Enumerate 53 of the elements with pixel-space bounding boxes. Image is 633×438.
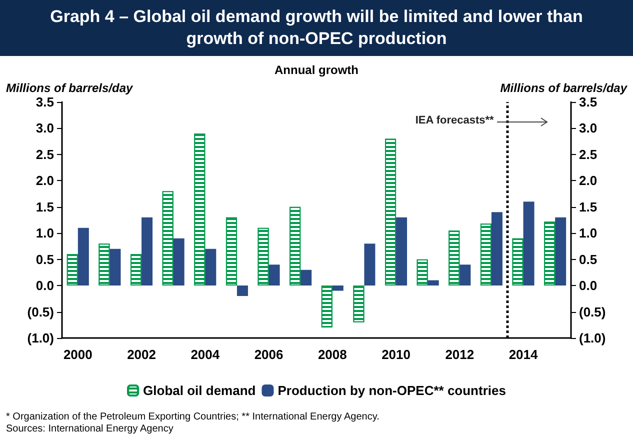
y2-tick-label: 3.5	[579, 94, 598, 110]
x-tick-label: 2010	[382, 347, 410, 362]
ref-line-label: IEA forecasts**	[415, 114, 495, 126]
bar	[396, 217, 408, 286]
y-tick-label: 3.5	[36, 94, 54, 110]
bar	[460, 264, 471, 286]
x-tick-label: 2006	[254, 347, 284, 362]
y-tick-label: 2.5	[36, 146, 54, 162]
y2-tick-label: 2.0	[579, 173, 598, 188]
bar	[364, 244, 376, 286]
y-tick-label: 1.0	[36, 226, 54, 241]
text: * Organization of the Petroleum Exporting Countries; ** International Energy Agency.	[6, 412, 380, 422]
bar	[300, 270, 312, 286]
bar	[332, 286, 344, 291]
bar	[78, 228, 89, 286]
bar	[428, 280, 439, 286]
source-note: Sources: International Energy Agency	[6, 424, 174, 434]
y-tick-label: (0.5)	[27, 304, 54, 320]
bar	[555, 217, 566, 286]
bar	[110, 248, 121, 286]
y2-tick-label: 0.5	[579, 252, 598, 267]
x-tick-label: 2000	[63, 347, 92, 362]
x-tick-label: 2002	[127, 347, 156, 362]
y-tick-label: 0.5	[36, 252, 54, 267]
y2-tick-label: (0.5)	[579, 304, 606, 320]
y-tick-label: (1.0)	[27, 330, 54, 346]
legend-label: Global oil demand	[143, 383, 256, 398]
chart-title: Graph 4 – Global oil demand growth will be limited and lower than growth of non-OPEC production	[0, 0, 633, 56]
y-tick-label: 0.0	[36, 278, 54, 294]
bar	[173, 238, 184, 286]
y-tick-label: 1.5	[36, 199, 54, 214]
y-axis-title: Millions of barrels/day	[6, 81, 134, 95]
chart-subtitle: Annual growth	[274, 63, 359, 77]
y2-tick-label: 1.5	[579, 199, 598, 214]
y2-tick-label: 2.5	[579, 146, 598, 162]
bar	[491, 212, 502, 286]
bar	[523, 202, 534, 286]
x-tick-label: 2008	[318, 347, 347, 362]
bar	[142, 217, 153, 286]
legend-label: Production by non-OPEC** countries	[278, 383, 506, 398]
y2-axis-title: Millions of barrels/day	[500, 81, 628, 95]
x-tick-label: 2014	[508, 347, 539, 362]
y2-tick-label: 3.0	[579, 120, 598, 136]
y2-tick-label: 1.0	[579, 226, 598, 241]
bar	[268, 264, 280, 286]
y-tick-label: 3.0	[36, 120, 54, 136]
y2-tick-label: 0.0	[579, 278, 598, 294]
bar	[205, 248, 216, 286]
y2-tick-label: (1.0)	[579, 330, 606, 346]
x-tick-label: 2012	[445, 347, 474, 362]
bar	[236, 286, 248, 296]
y-tick-label: 2.0	[36, 173, 54, 188]
x-tick-label: 2004	[190, 347, 220, 362]
